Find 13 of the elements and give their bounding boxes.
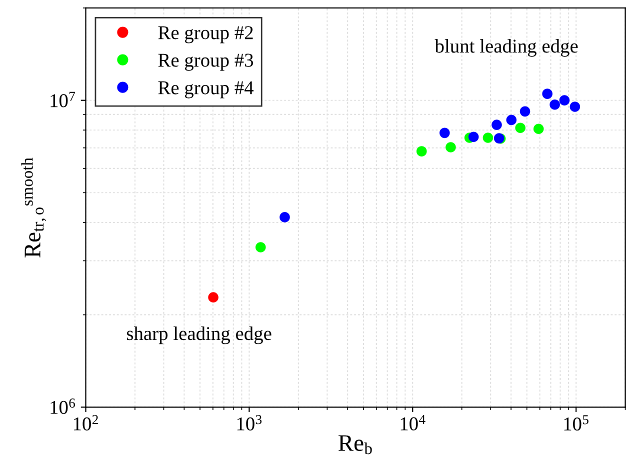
x-tick-label: 10$^{4}$ [400,415,426,430]
annotation: blunt leading edge [434,39,578,57]
legend-label: Re group #4 [158,81,254,98]
x-tick-label: 10$^{5}$ [564,415,588,431]
y-axis-title: Re$_{tr,o}$$^{smooth}$ [21,158,46,258]
legend-label: Re group #2 [158,26,253,44]
annotation: sharp leading edge [126,326,272,344]
legend-label: Re group #3 [158,54,254,71]
y-tick-label: 10$^{6}$ [50,398,76,414]
x-axis-title: Re$_{b}$ [338,435,372,454]
x-tick-label: 10$^{3}$ [237,415,262,430]
y-tick-label: 10$^{7}$ [50,92,76,108]
x-tick-label: 10$^{2}$ [74,415,98,430]
